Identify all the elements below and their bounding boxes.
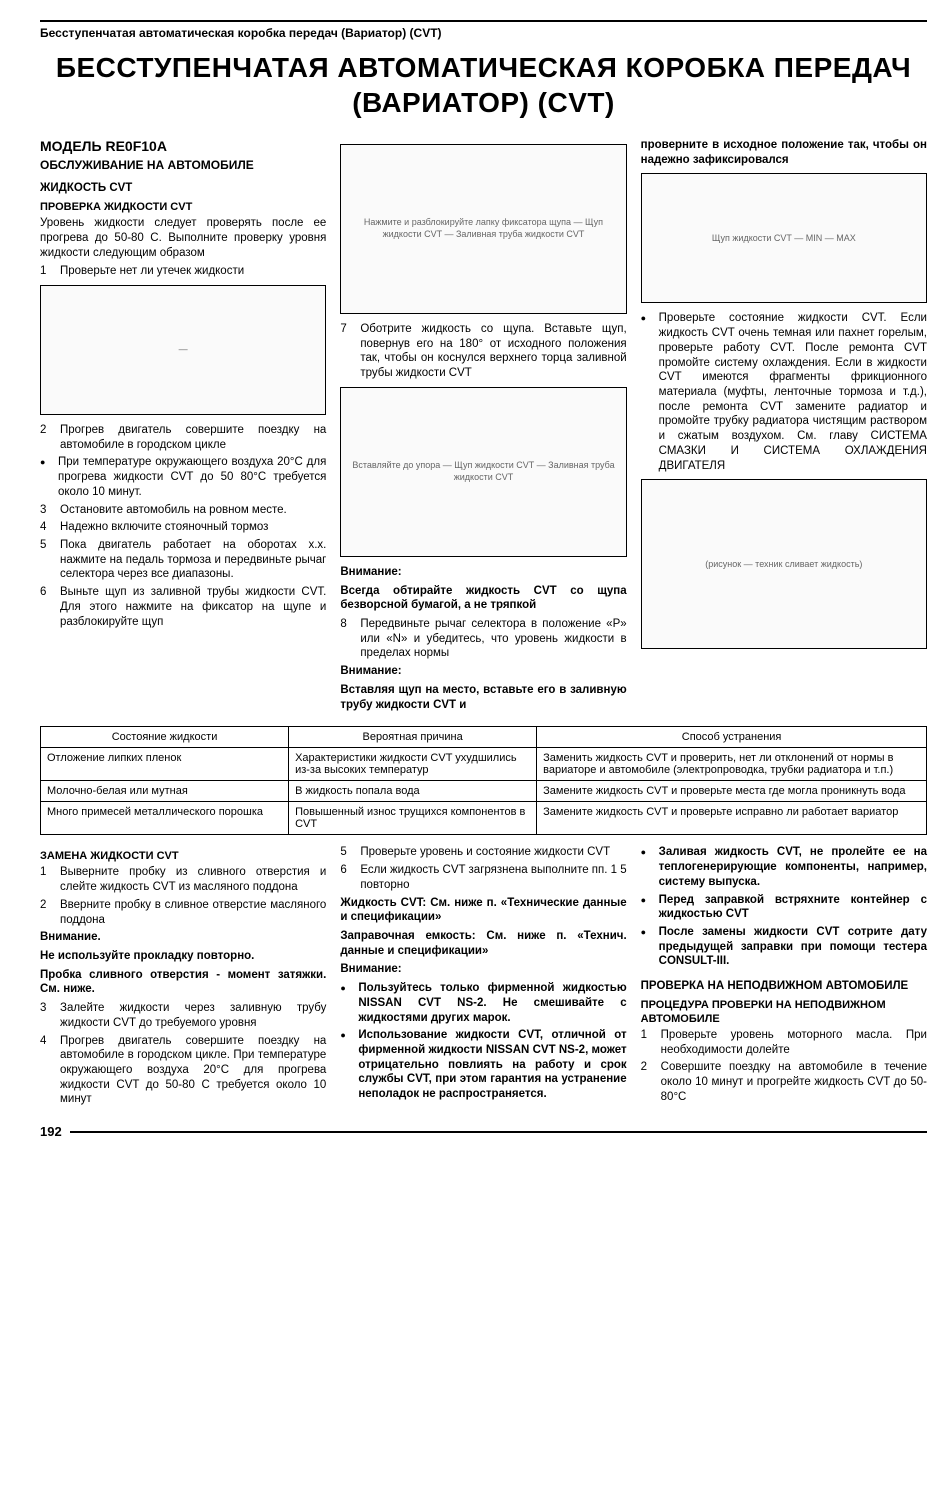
- figure-technician: (рисунок — техник сливает жидкость): [641, 479, 927, 649]
- figure-dipstick-minmax: Щуп жидкости CVT — MIN — MAX: [641, 173, 927, 303]
- lower-col-right: Заливая жидкость CVT, не пролейте ее на …: [641, 845, 927, 1110]
- cap-ref: Заправочная емкость: См. ниже п. «Технич…: [340, 929, 626, 958]
- table-row: Молочно-белая или мутнаяВ жидкость попал…: [41, 781, 927, 802]
- static-check-heading: ПРОВЕРКА НА НЕПОДВИЖНОМ АВТОМОБИЛЕ: [641, 979, 927, 994]
- check-heading: ПРОВЕРКА ЖИДКОСТИ CVT: [40, 200, 326, 214]
- rep-bullet-3: Заливая жидкость CVT, не пролейте ее на …: [641, 845, 927, 889]
- page-footer: 192: [40, 1124, 927, 1139]
- step-8: 8Передвиньте рычаг селектора в положение…: [340, 617, 626, 661]
- main-title: БЕССТУПЕНЧАТАЯ АВТОМАТИЧЕСКАЯ КОРОБКА ПЕ…: [40, 50, 927, 120]
- table-row: Много примесей металлического порошкаПов…: [41, 802, 927, 835]
- step-5: 5Пока двигатель работает на оборотах х.х…: [40, 538, 326, 582]
- proverni-text: проверните в исходное положение так, что…: [641, 138, 927, 167]
- fluid-heading: ЖИДКОСТЬ CVT: [40, 181, 326, 196]
- th-cause: Вероятная причина: [289, 727, 537, 748]
- fluid-ref: Жидкость CVT: См. ниже п. «Технические д…: [340, 896, 626, 925]
- col-left: МОДЕЛЬ RE0F10A ОБСЛУЖИВАНИЕ НА АВТОМОБИЛ…: [40, 138, 326, 716]
- rep-bullet-1: Пользуйтесь только фирменной жидкостью N…: [340, 981, 626, 1025]
- warning-1-heading: Внимание:: [340, 565, 626, 580]
- rep-step-6: 6Если жидкость CVT загрязнена выполните …: [340, 863, 626, 892]
- rep-step-1: 1Выверните пробку из сливного отверстия …: [40, 865, 326, 894]
- diagnostic-table: Состояние жидкости Вероятная причина Спо…: [40, 726, 927, 835]
- rep-warn-1: Не используйте прокладку повторно.: [40, 949, 326, 964]
- table-row: Отложение липких пленокХарактеристики жи…: [41, 748, 927, 781]
- figure-leak-check: —: [40, 285, 326, 415]
- lower-col-left: ЗАМЕНА ЖИДКОСТИ CVT 1Выверните пробку из…: [40, 845, 326, 1110]
- rep-step-2: 2Вверните пробку в сливное отверстие мас…: [40, 898, 326, 927]
- th-remedy: Способ устранения: [537, 727, 927, 748]
- proc-step-1: 1Проверьте уровень моторного масла. При …: [641, 1028, 927, 1057]
- th-condition: Состояние жидкости: [41, 727, 289, 748]
- proc-step-2: 2Совершите поездку на автомобиле в течен…: [641, 1060, 927, 1104]
- step-2: 2Прогрев двигатель совершите поездку на …: [40, 423, 326, 452]
- condition-bullet: Проверьте состояние жидкости CVT. Если ж…: [641, 311, 927, 473]
- rep-step-3: 3Залейте жидкости через заливную трубу ж…: [40, 1001, 326, 1030]
- warning-1-text: Всегда обтирайте жидкость CVT со щупа бе…: [340, 584, 626, 613]
- rep-warn-2: Пробка сливного отверстия - момент затяж…: [40, 968, 326, 997]
- running-head: Бесступенчатая автоматическая коробка пе…: [40, 26, 927, 40]
- lower-col-mid: 5Проверьте уровень и состояние жидкости …: [340, 845, 626, 1110]
- rep-bullet-4: Перед заправкой встряхните контейнер с ж…: [641, 893, 927, 922]
- figure-dipstick-release: Нажмите и разблокируйте лапку фиксатора …: [340, 144, 626, 314]
- replace-heading: ЗАМЕНА ЖИДКОСТИ CVT: [40, 849, 326, 863]
- rep-bullet-2: Использование жидкости CVT, отличной от …: [340, 1028, 626, 1102]
- step-1: 1Проверьте нет ли утечек жидкости: [40, 264, 326, 279]
- step-6: 6Выньте щуп из заливной трубы жидкости C…: [40, 585, 326, 629]
- procedure-heading: ПРОЦЕДУРА ПРОВЕРКИ НА НЕПОДВИЖНОМ АВТОМО…: [641, 998, 927, 1026]
- col-right: проверните в исходное положение так, что…: [641, 138, 927, 716]
- page-number: 192: [40, 1124, 62, 1139]
- col-mid: Нажмите и разблокируйте лапку фиксатора …: [340, 138, 626, 716]
- figure-dipstick-insert: Вставляйте до упора — Щуп жидкости CVT —…: [340, 387, 626, 557]
- intro-text: Уровень жидкости следует проверять после…: [40, 216, 326, 260]
- step-7: 7Оботрите жидкость со щупа. Вставьте щуп…: [340, 322, 626, 381]
- step-3: 3Остановите автомобиль на ровном месте.: [40, 503, 326, 518]
- rep-step-4: 4Прогрев двигатель совершите поездку на …: [40, 1034, 326, 1108]
- rep-bullet-5: После замены жидкости CVT сотрите дату п…: [641, 925, 927, 969]
- warning-2-heading: Внимание:: [340, 664, 626, 679]
- model-heading: МОДЕЛЬ RE0F10A: [40, 138, 326, 156]
- rep-warn-heading: Внимание.: [40, 930, 326, 945]
- rep-step-5: 5Проверьте уровень и состояние жидкости …: [340, 845, 626, 860]
- warning-2-text: Вставляя щуп на место, вставьте его в за…: [340, 683, 626, 712]
- temp-note: При температуре окружающего воздуха 20°С…: [40, 455, 326, 499]
- rep-warn-mid-heading: Внимание:: [340, 962, 626, 977]
- service-heading: ОБСЛУЖИВАНИЕ НА АВТОМОБИЛЕ: [40, 158, 326, 173]
- step-4: 4Надежно включите стояночный тормоз: [40, 520, 326, 535]
